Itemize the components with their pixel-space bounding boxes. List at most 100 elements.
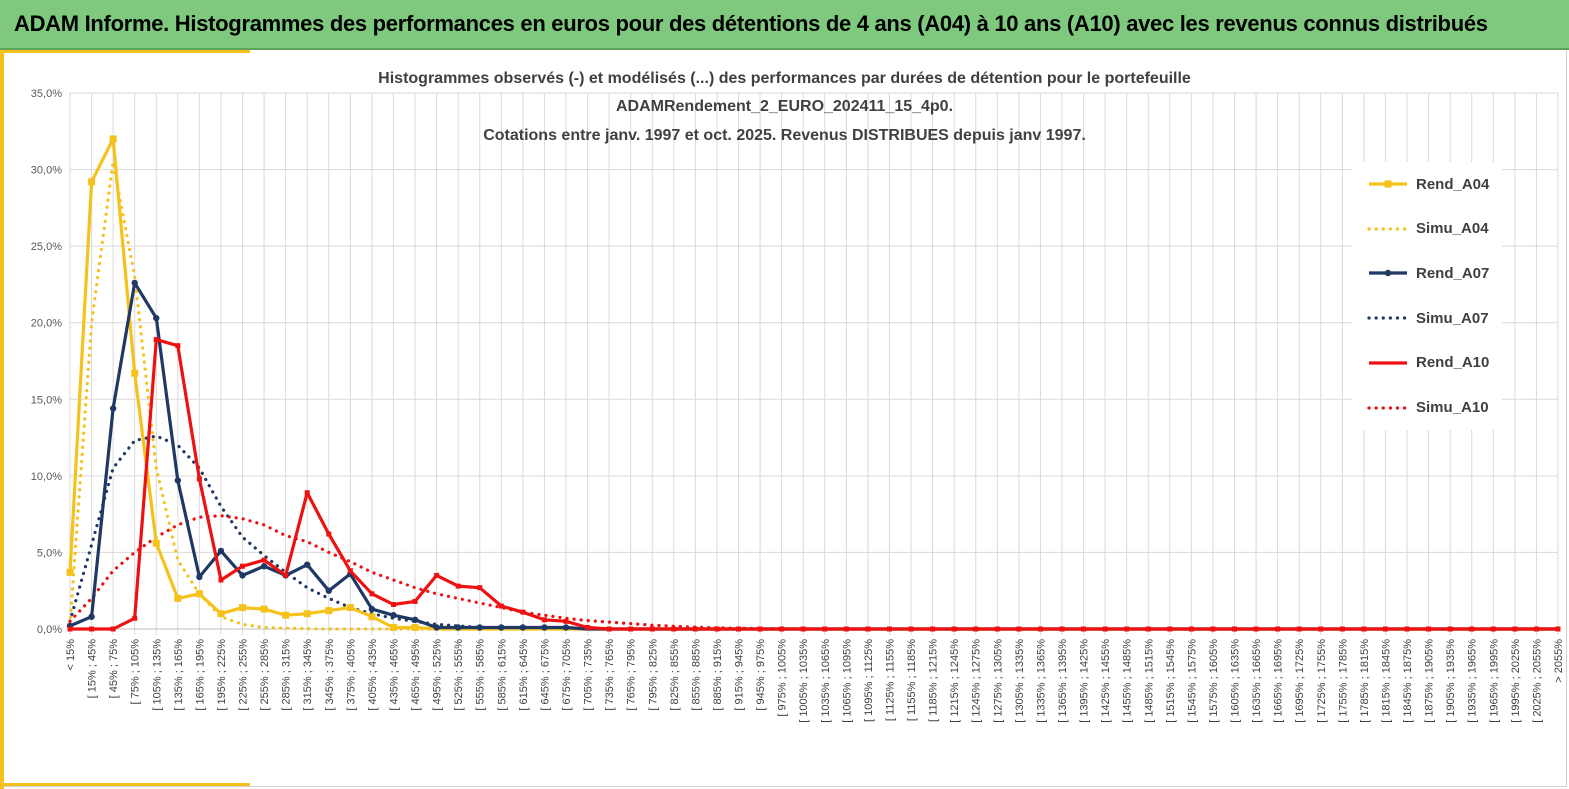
x-tick-label: [ 1485% ; 1515% <box>1143 639 1155 723</box>
data-point-rend-a07 <box>519 624 527 631</box>
x-tick-label: [ 405% ; 435% <box>367 639 379 711</box>
data-point-rend-a10 <box>1275 626 1281 632</box>
data-point-rend-a04 <box>260 605 268 613</box>
data-point-rend-a07 <box>174 477 182 484</box>
data-point-rend-a07 <box>260 563 268 570</box>
legend-swatch <box>1367 405 1409 410</box>
x-tick-label: [ 15% ; 45% <box>87 639 99 699</box>
data-point-rend-a10 <box>606 626 612 632</box>
x-tick-label: [ 315% ; 345% <box>302 639 314 711</box>
data-point-rend-a04 <box>325 607 333 615</box>
data-point-rend-a04 <box>131 369 139 377</box>
data-point-rend-a07 <box>411 616 419 624</box>
report-title: ADAM Informe. Histogrammes des performan… <box>14 11 1488 36</box>
data-point-rend-a10 <box>1318 626 1324 632</box>
x-tick-label: [ 825% ; 855% <box>669 639 681 711</box>
y-tick-label: 35,0% <box>31 88 62 100</box>
data-point-rend-a10 <box>1490 626 1496 632</box>
data-point-rend-a07 <box>390 612 397 619</box>
x-tick-label: [ 2025% ; 2055% <box>1531 639 1543 723</box>
data-point-rend-a04 <box>174 594 182 602</box>
x-tick-label: [ 45% ; 75% <box>108 639 120 699</box>
data-point-rend-a10 <box>347 568 353 574</box>
data-point-rend-a07 <box>109 405 117 412</box>
data-point-rend-a07 <box>131 279 138 287</box>
data-point-rend-a04 <box>217 610 225 618</box>
x-tick-label: [ 1125% ; 1155% <box>884 639 896 721</box>
data-point-rend-a07 <box>88 613 95 620</box>
x-tick-label: [ 1965% ; 1995% <box>1488 639 1500 723</box>
x-tick-label: [ 165% ; 195% <box>194 639 206 711</box>
x-tick-label: [ 1395% ; 1425% <box>1079 639 1091 723</box>
x-tick-label: [ 1065% ; 1095% <box>841 639 853 723</box>
legend-label: Rend_A07 <box>1416 264 1490 282</box>
x-tick-label: [ 1815% ; 1845% <box>1380 639 1392 723</box>
data-point-rend-a07 <box>541 624 548 631</box>
data-point-rend-a10 <box>218 577 224 583</box>
accent-bar-bottom <box>0 783 250 787</box>
x-tick-label: [ 1515% ; 1545% <box>1165 639 1177 723</box>
x-tick-label: [ 585% ; 615% <box>496 639 508 711</box>
data-point-rend-a07 <box>368 605 376 613</box>
x-tick-label: [ 1035% ; 1065% <box>820 639 832 723</box>
x-tick-label: [ 705% ; 735% <box>583 639 595 711</box>
chart-legend: Rend_A04 Simu_A04 Rend_A07 Simu_A07 Rend_A10… <box>1352 162 1502 430</box>
x-tick-label: [ 1635% ; 1665% <box>1251 639 1263 723</box>
data-point-rend-a10 <box>1253 626 1259 632</box>
data-point-rend-a10 <box>369 591 375 597</box>
data-point-rend-a04 <box>346 604 354 612</box>
data-point-rend-a10 <box>800 626 806 632</box>
y-tick-label: 30,0% <box>31 165 62 177</box>
chart-title-line-1: Histogrammes observés (-) et modélisés (… <box>378 70 1191 87</box>
x-tick-label: [ 1185% ; 1215% <box>928 639 940 722</box>
data-point-rend-a10 <box>1124 626 1130 632</box>
data-point-rend-a10 <box>1167 626 1173 632</box>
x-tick-label: [ 1545% ; 1575% <box>1186 639 1198 723</box>
x-tick-label: [ 435% ; 465% <box>388 639 400 711</box>
data-point-rend-a07 <box>239 572 246 579</box>
data-point-rend-a10 <box>110 626 116 632</box>
x-tick-label: [ 225% ; 255% <box>238 639 250 711</box>
data-point-rend-a10 <box>822 626 828 632</box>
data-point-rend-a10 <box>477 585 483 591</box>
legend-swatch <box>1369 180 1407 188</box>
data-point-rend-a04 <box>239 604 247 612</box>
data-point-rend-a10 <box>628 626 634 632</box>
data-point-rend-a07 <box>476 624 483 631</box>
x-tick-label: [ 135% ; 165% <box>173 639 185 711</box>
legend-item-rend-a04: Rend_A04 <box>1366 174 1489 194</box>
data-point-rend-a04 <box>282 611 290 619</box>
data-point-rend-a10 <box>649 626 655 632</box>
data-point-rend-a07 <box>153 314 160 322</box>
x-tick-label: [ 1215% ; 1245% <box>949 639 961 723</box>
x-tick-label: [ 1425% ; 1455% <box>1100 639 1112 723</box>
data-point-rend-a10 <box>1533 626 1539 632</box>
data-point-rend-a10 <box>412 598 418 604</box>
data-point-rend-a10 <box>132 615 138 621</box>
x-tick-label: [ 1665% ; 1695% <box>1273 639 1285 723</box>
x-tick-label: [ 75% ; 105% <box>130 639 142 705</box>
series-line-simu-a04 <box>68 160 1560 631</box>
accent-bar-top <box>0 50 250 53</box>
data-point-rend-a07 <box>217 547 225 555</box>
x-tick-label: [ 1935% ; 1965% <box>1467 639 1479 723</box>
legend-item-simu-a04: Simu_A04 <box>1366 219 1489 239</box>
x-tick-label: [ 1575% ; 1605% <box>1208 639 1220 723</box>
x-tick-label: [ 885% ; 915% <box>712 639 724 711</box>
x-tick-label: [ 345% ; 375% <box>324 639 336 711</box>
data-point-rend-a04 <box>109 135 117 143</box>
x-tick-label: [ 555% ; 585% <box>475 639 487 711</box>
x-tick-label: [ 855% ; 885% <box>690 639 702 711</box>
data-point-rend-a10 <box>671 626 677 632</box>
data-point-rend-a10 <box>1382 626 1388 632</box>
x-tick-label: [ 945% ; 975% <box>755 639 767 711</box>
data-point-rend-a10 <box>1188 626 1194 632</box>
data-point-rend-a10 <box>1469 626 1475 632</box>
data-point-rend-a10 <box>1210 626 1216 632</box>
y-tick-label: 15,0% <box>31 394 62 406</box>
y-tick-label: 25,0% <box>31 241 62 253</box>
x-tick-label: [ 1095% ; 1125% <box>863 639 875 722</box>
header-banner: ADAM Informe. Histogrammes des performan… <box>0 0 1569 50</box>
x-tick-label: [ 645% ; 675% <box>539 639 551 711</box>
